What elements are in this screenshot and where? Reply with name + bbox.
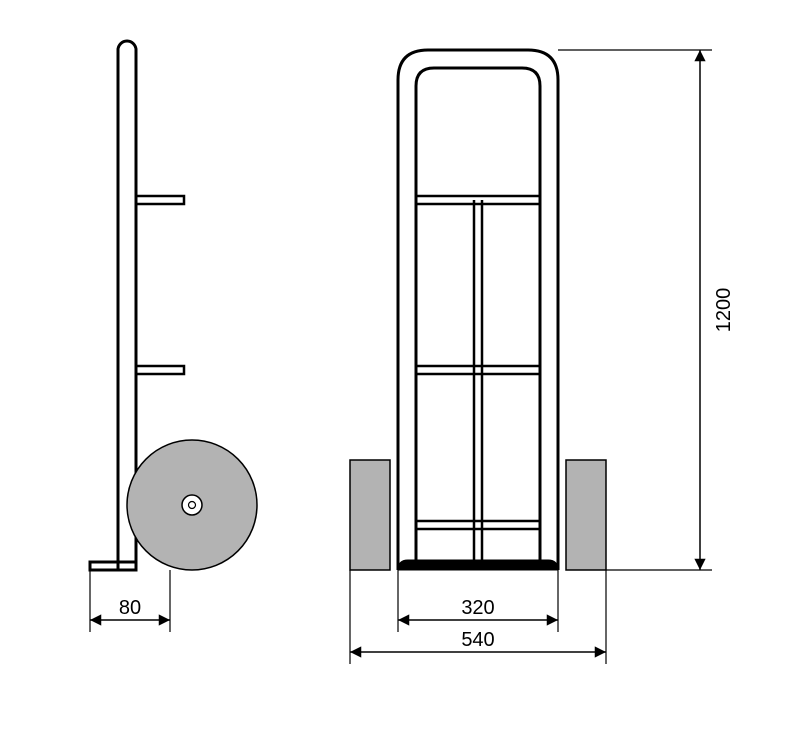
front-cross-1 xyxy=(416,196,540,204)
side-cross-2 xyxy=(136,366,184,374)
drawing-svg: 1200 80 320 540 xyxy=(0,0,800,737)
front-cross-2 xyxy=(416,366,540,374)
front-frame-inner xyxy=(416,68,540,570)
front-view xyxy=(350,50,606,570)
dim-height-text: 1200 xyxy=(713,288,735,333)
drawing-stage: 1200 80 320 540 xyxy=(0,0,800,737)
dim-toe-text: 80 xyxy=(119,597,141,619)
dim-outer-width-text: 540 xyxy=(461,629,494,651)
dim-inner-width: 320 xyxy=(398,570,558,632)
front-cross-3 xyxy=(416,521,540,529)
front-wheel-left xyxy=(350,460,390,570)
front-wheel-right xyxy=(566,460,606,570)
side-wheel-axle xyxy=(189,502,196,509)
front-toe-plate xyxy=(398,560,558,570)
dim-inner-width-text: 320 xyxy=(461,597,494,619)
side-view xyxy=(90,41,257,570)
front-frame-outer xyxy=(398,50,558,570)
side-toe-plate xyxy=(90,562,136,570)
dim-toe: 80 xyxy=(90,570,170,632)
side-cross-1 xyxy=(136,196,184,204)
